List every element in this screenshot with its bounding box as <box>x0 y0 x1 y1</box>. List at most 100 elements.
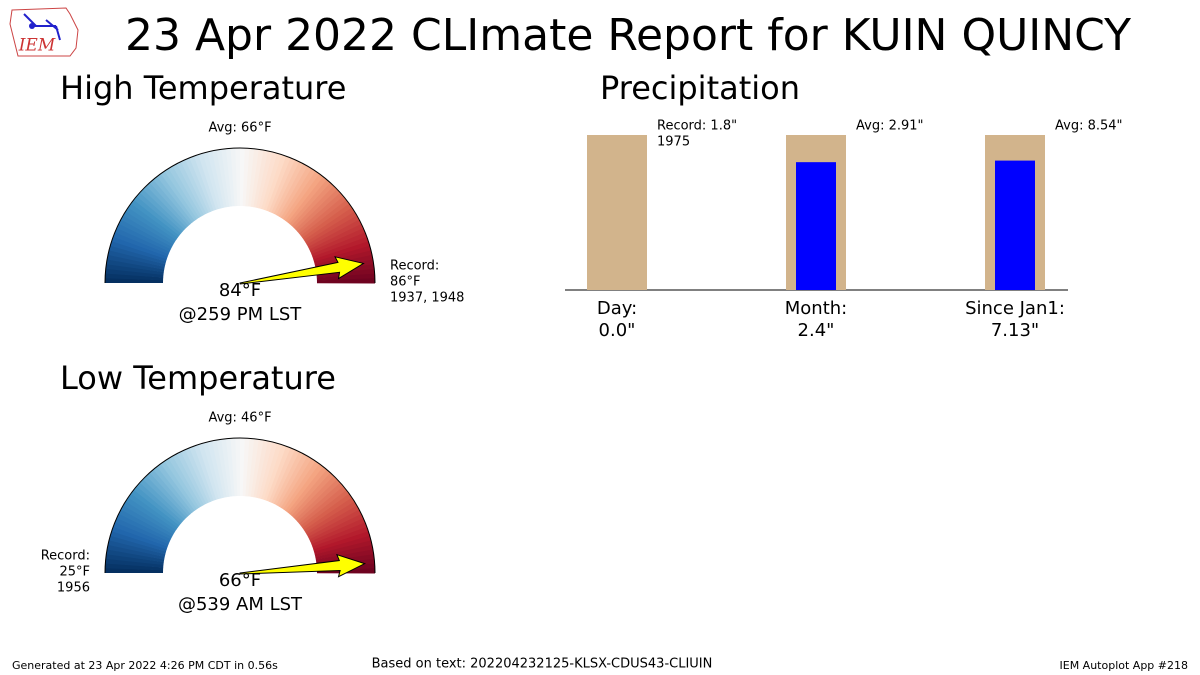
gauge-needle <box>239 553 366 578</box>
gauge-segment <box>287 466 328 515</box>
footer-right: IEM Autoplot App #218 <box>1060 659 1189 672</box>
gauge-segment <box>146 472 189 518</box>
gauge-segment <box>313 531 370 553</box>
gauge-record-label: 86°F <box>390 275 421 290</box>
gauge-segment <box>276 453 308 507</box>
gauge-segment <box>105 268 164 278</box>
gauge-segment <box>160 460 198 511</box>
gauge-segment <box>295 479 341 522</box>
gauge-segment <box>180 449 209 504</box>
gauge-segment <box>278 456 312 508</box>
gauge-segment <box>211 149 227 208</box>
gauge-segment <box>113 521 169 547</box>
reference-label: Record: 1.8" <box>657 119 737 134</box>
gauge-record-label: 25°F <box>59 565 90 580</box>
gauge-segment <box>185 447 212 503</box>
page-title: 23 Apr 2022 CLImate Report for KUIN QUIN… <box>125 10 1131 61</box>
gauge-segment <box>176 451 207 506</box>
gauge-segment <box>248 438 260 497</box>
gauge-segment <box>153 466 193 515</box>
gauge-title: High Temperature <box>60 69 346 107</box>
gauge-segment <box>240 438 246 497</box>
value-label: 2.4" <box>798 320 835 341</box>
gauge-segment <box>287 176 328 225</box>
gauge-segment <box>142 475 187 520</box>
gauge-segment <box>153 176 193 225</box>
gauge-segment <box>271 159 300 214</box>
logo-icon <box>23 13 61 41</box>
gauge-segment <box>245 148 255 207</box>
gauge-segment <box>105 567 164 573</box>
gauge-record-label: Record: <box>41 549 90 564</box>
gauge-segment <box>189 155 214 212</box>
gauge-segment <box>109 535 167 555</box>
gauge-segment <box>303 497 355 533</box>
gauge-segment <box>266 446 292 502</box>
gauge-segment <box>225 438 235 497</box>
gauge-segment <box>266 156 292 212</box>
gauge-segment <box>225 148 235 207</box>
gauge-needle <box>239 256 365 285</box>
gauge-segment <box>221 148 233 207</box>
gauge-segment <box>309 223 364 252</box>
gauge-segment <box>283 171 320 221</box>
gauge-segment <box>268 447 296 503</box>
gauge-segment <box>303 207 355 243</box>
gauge-segment <box>172 453 205 507</box>
gauge-segment <box>302 203 353 241</box>
gauge-segment <box>128 493 178 530</box>
gauge-segment <box>185 157 212 213</box>
gauge-segment <box>107 539 166 557</box>
gauge-segment <box>146 182 189 228</box>
gauge-segment <box>193 444 217 501</box>
gauge-segment <box>293 475 338 520</box>
gauge-segment <box>216 149 230 208</box>
gauge-segment <box>139 188 185 232</box>
gauge-segment <box>245 438 255 497</box>
gauge-segment <box>306 505 360 538</box>
gauge-segment <box>250 439 264 498</box>
gauge-segment <box>313 241 370 263</box>
gauge-segment <box>142 185 187 230</box>
gauge-segment <box>235 438 241 497</box>
gauge-time: @259 PM LST <box>179 304 303 325</box>
gauge-segment <box>283 461 320 511</box>
x-tick-label: Since Jan1: <box>965 298 1065 319</box>
gauge-segment <box>168 455 202 508</box>
chart-title: Precipitation <box>600 69 800 107</box>
gauge-segment <box>105 263 164 275</box>
gauge-segment <box>216 439 230 498</box>
gauge-segment <box>110 530 167 552</box>
gauge-segment <box>250 149 264 208</box>
gauge-record-label: Record: <box>390 259 439 274</box>
logo-text: IEM <box>18 36 56 56</box>
gauge-segment <box>116 513 171 542</box>
gauge-segment <box>263 444 287 501</box>
gauge-segment <box>130 489 180 528</box>
value-label: 0.0" <box>599 320 636 341</box>
gauge-segment <box>168 165 202 218</box>
gauge-time: @539 AM LST <box>178 594 303 615</box>
gauge-segment <box>118 219 173 250</box>
gauge-segment <box>156 463 195 513</box>
gauge-segment <box>176 161 207 216</box>
gauge-segment <box>136 482 183 524</box>
x-tick-label: Month: <box>785 298 847 319</box>
logo: IEM <box>9 7 79 57</box>
gauge-segment <box>105 558 164 568</box>
gauge-segment <box>291 472 335 518</box>
gauge-segment <box>316 278 375 284</box>
gauge-segment <box>273 161 304 216</box>
gauge-segment <box>149 179 191 226</box>
bar <box>995 160 1035 290</box>
gauge-segment <box>114 517 170 545</box>
gauge-segment <box>310 518 366 545</box>
gauge-segment <box>164 168 200 220</box>
bar <box>796 162 836 290</box>
gauge-segment <box>198 153 220 210</box>
gauge-segment <box>248 148 260 207</box>
gauge-segment <box>123 211 175 245</box>
gauge-segment <box>221 438 233 497</box>
gauge-segment <box>309 513 364 542</box>
